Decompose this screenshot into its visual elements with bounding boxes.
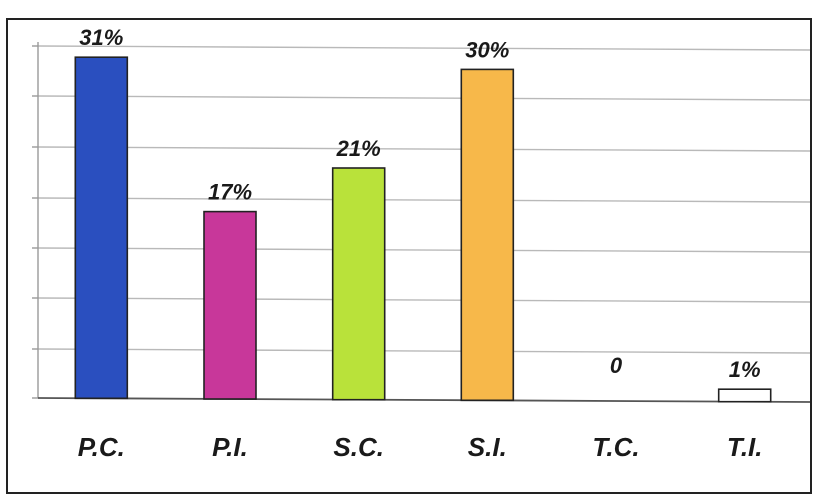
- x-tick-label: S.C.: [333, 432, 384, 462]
- bar-si: [460, 68, 515, 402]
- gridline: [37, 197, 811, 203]
- gridline: [37, 297, 811, 303]
- x-tick-label: P.C.: [78, 432, 125, 462]
- bar-sc: [331, 167, 386, 401]
- data-label: 1%: [729, 357, 761, 382]
- x-axis-line: [37, 397, 811, 403]
- bars: [74, 56, 772, 403]
- gridline: [37, 45, 811, 51]
- gridline: [37, 348, 811, 354]
- bar-pi: [203, 210, 257, 400]
- gridline: [37, 146, 811, 152]
- data-label: 30%: [465, 37, 509, 62]
- bar-pc: [74, 56, 129, 400]
- bar-ti: [717, 388, 772, 403]
- data-labels: 31% 17% 21% 30% 0 1%: [79, 25, 760, 382]
- gridline: [37, 95, 811, 101]
- data-label: 0: [610, 353, 623, 378]
- x-tick-label: S.I.: [468, 432, 507, 462]
- gridlines: [32, 42, 811, 403]
- data-label: 31%: [79, 25, 123, 50]
- data-label: 17%: [208, 180, 252, 205]
- x-tick-labels: P.C. P.I. S.C. S.I. T.C. T.I.: [78, 432, 763, 462]
- data-label: 21%: [336, 136, 381, 161]
- x-tick-label: T.C.: [592, 432, 639, 462]
- x-tick-label: P.I.: [212, 432, 248, 462]
- x-tick-label: T.I.: [727, 432, 763, 462]
- gridline: [37, 247, 811, 253]
